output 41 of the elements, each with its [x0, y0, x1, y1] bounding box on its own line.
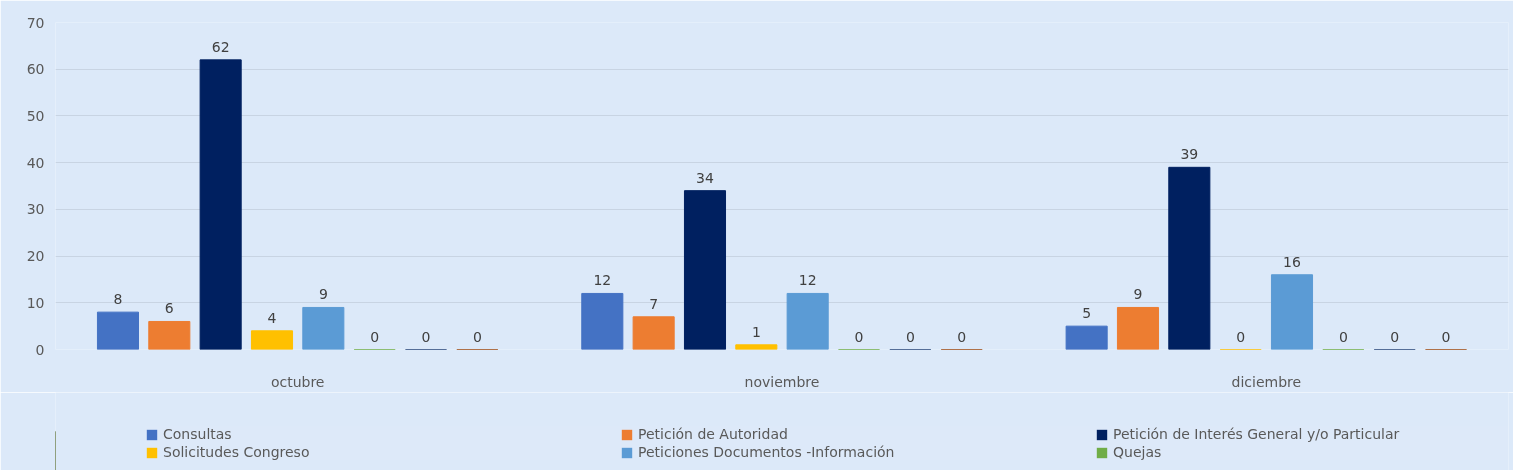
data-label: 4 — [267, 309, 277, 326]
data-label: 0 — [905, 328, 915, 345]
data-label: 16 — [1283, 253, 1301, 270]
legend-label: Petición de Interés General y/o Particular — [1113, 426, 1401, 442]
y-tick-label: 70 — [26, 14, 45, 31]
data-label: 0 — [854, 328, 864, 345]
data-label: 7 — [649, 295, 659, 312]
legend-label: Petición de Autoridad — [638, 426, 789, 442]
legend-label: Solicitudes Congreso — [163, 444, 311, 460]
legend-label: Quejas — [1113, 444, 1163, 460]
data-label: 0 — [1236, 328, 1246, 345]
y-tick-label: 50 — [26, 107, 45, 124]
y-tick-label: 10 — [26, 294, 45, 311]
y-tick-label: 60 — [26, 61, 45, 78]
data-label: 62 — [211, 38, 230, 55]
data-label: 0 — [1338, 328, 1348, 345]
data-label: 0 — [370, 328, 380, 345]
data-label: 0 — [421, 328, 431, 345]
data-label: 12 — [798, 272, 817, 289]
x-tick-label: noviembre — [744, 373, 820, 390]
data-label: 6 — [164, 300, 174, 317]
y-tick-label: 30 — [26, 201, 45, 218]
legend-label: Peticiones Documentos -Información — [638, 444, 896, 460]
y-tick-label: 40 — [26, 154, 45, 171]
x-tick-label: octubre — [270, 373, 325, 390]
data-label: 9 — [1133, 286, 1143, 303]
x-tick-label: diciembre — [1231, 373, 1302, 390]
y-tick-label: 0 — [35, 341, 45, 358]
data-label: 0 — [957, 328, 967, 345]
data-label: 9 — [318, 286, 328, 303]
legend-label: Consultas — [163, 426, 233, 442]
data-label: 8 — [113, 291, 123, 308]
data-label: 0 — [1441, 328, 1451, 345]
data-label: 0 — [472, 328, 482, 345]
data-label: 12 — [593, 272, 612, 289]
y-tick-label: 20 — [26, 248, 45, 265]
data-label: 0 — [1390, 328, 1400, 345]
data-label: 5 — [1082, 305, 1092, 322]
data-label: 1 — [751, 323, 761, 340]
data-label: 39 — [1180, 146, 1199, 163]
data-label: 34 — [696, 169, 714, 186]
